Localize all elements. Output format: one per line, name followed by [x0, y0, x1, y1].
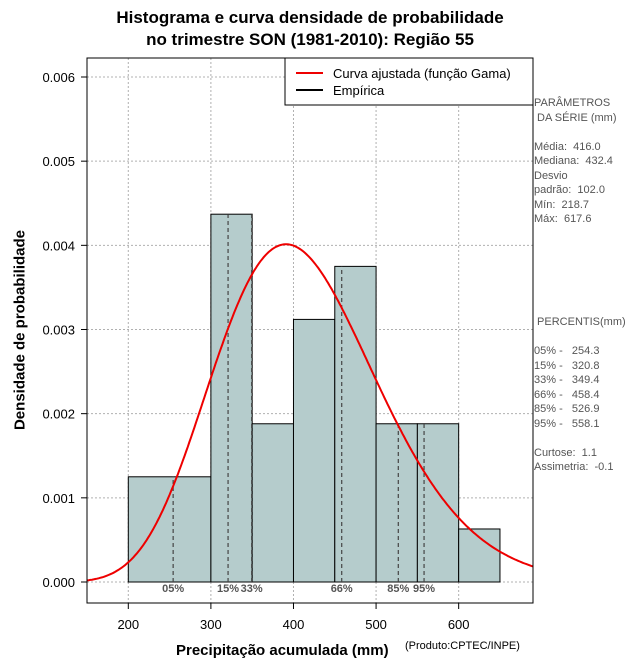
histogram-bar-350-400	[251, 423, 294, 583]
y-tick-label-0.002: 0.002	[42, 407, 75, 422]
x-axis-label: Precipitação acumulada (mm)	[176, 642, 389, 659]
histogram-bar-500-550	[375, 423, 418, 583]
y-tick-label-0.003: 0.003	[42, 323, 75, 338]
legend: Curva ajustada (função Gama) Empírica	[284, 57, 534, 106]
chart-title-line2: no trimestre SON (1981-2010): Região 55	[146, 30, 474, 49]
percentile-33: 33% - 349.4	[534, 374, 600, 386]
gamma-fit-curve	[86, 243, 534, 582]
percentile-lines: 05% 15% 33% 66% 85% 95%	[162, 214, 435, 595]
percentile-label-85%: 85%	[387, 583, 409, 595]
x-tick-label-600: 600	[448, 617, 470, 632]
stat-median: Mediana: 432.4	[534, 155, 613, 167]
histogram-bar-450-500	[334, 265, 377, 583]
legend-box	[284, 57, 534, 106]
percentile-label-66%: 66%	[331, 583, 353, 595]
y-axis-label: Densidade de probabilidade	[11, 229, 29, 431]
percentile-label-95%: 95%	[413, 583, 435, 595]
stat-kurtosis: Curtose: 1.1	[534, 446, 597, 459]
percentile-66: 66% - 458.4	[534, 388, 600, 401]
histogram-bar-300-350	[210, 213, 253, 583]
stat-min: Mín: 218.7	[534, 198, 590, 211]
x-tick-label-300: 300	[200, 617, 222, 632]
percentile-label-33%: 33%	[241, 583, 263, 595]
axes: 200 300 400 500 600 0.000 0.001 0.002 0.003 0.004…	[42, 70, 469, 632]
y-tick-label-0.004: 0.004	[42, 238, 75, 253]
percentile-05: 05% - 254.3	[534, 345, 600, 357]
percentile-95: 95% - 558.1	[534, 417, 600, 430]
percentile-85: 85% - 526.9	[534, 403, 600, 415]
chart-title-line1: Histograma e curva densidade de probabil…	[116, 8, 504, 27]
product-credit: (Produto:CPTEC/INPE)	[405, 640, 520, 652]
series-parameters-panel: PARÂMETROS DA SÉRIE (mm) Média: 416.0 Me…	[534, 96, 617, 227]
percentile-15: 15% - 320.8	[534, 359, 600, 372]
params-subtitle: DA SÉRIE (mm)	[534, 111, 617, 124]
histogram-bars	[127, 213, 501, 583]
x-tick-label-400: 400	[283, 617, 305, 632]
percentiles-panel: PERCENTIS(mm) 05% - 254.3 15% - 320.8 33…	[534, 315, 626, 475]
stat-skewness: Assimetria: -0.1	[534, 461, 614, 473]
percentiles-title: PERCENTIS(mm)	[534, 316, 626, 328]
x-tick-label-200: 200	[117, 617, 139, 632]
stat-sd-label: Desvio	[534, 169, 568, 182]
percentile-label-05%: 05%	[162, 583, 184, 595]
stat-max: Máx: 617.6	[534, 213, 592, 225]
percentile-label-15%: 15%	[217, 583, 239, 595]
stat-mean: Média: 416.0	[534, 140, 601, 153]
y-tick-label-0.005: 0.005	[42, 154, 75, 169]
x-tick-label-500: 500	[365, 617, 387, 632]
histogram-bar-400-450	[292, 318, 336, 583]
y-tick-label-0.006: 0.006	[42, 70, 75, 85]
stat-sd: padrão: 102.0	[534, 184, 605, 196]
legend-label-fitted: Curva ajustada (função Gama)	[333, 66, 511, 81]
y-tick-label-0.000: 0.000	[42, 575, 75, 590]
legend-label-empirical: Empírica	[333, 83, 385, 98]
params-title: PARÂMETROS	[534, 97, 611, 109]
y-tick-label-0.001: 0.001	[42, 491, 75, 506]
